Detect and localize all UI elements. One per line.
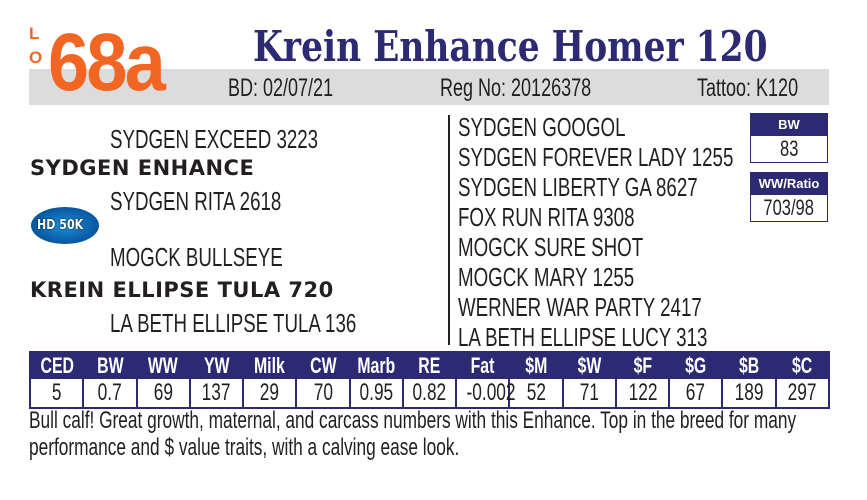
epd-value: 0.7	[97, 379, 122, 406]
epd-value: 29	[260, 379, 280, 406]
epd-value-marb: 0.95	[348, 379, 403, 408]
lot-letter: O	[29, 48, 43, 67]
epd-value: 297	[787, 379, 817, 406]
epd-value-dollar-f: 122	[614, 379, 670, 408]
epd-value-cw: 70	[295, 379, 350, 408]
epd-table: CED BW WW YW Milk CW Marb RE Fat $M $W $F $G $B $C 5 0.…	[29, 351, 830, 409]
ww-ratio-value: 703/98	[763, 195, 815, 220]
epd-header-re: RE	[402, 352, 457, 379]
epd-value-dollar-w: 71	[561, 379, 616, 408]
epd-header-label: RE	[418, 353, 441, 378]
epd-value: 137	[202, 379, 231, 406]
sire-sire: SYDGEN EXCEED 3223	[110, 124, 319, 154]
epd-header-label: $B	[738, 353, 760, 378]
epd-value-dollar-b: 189	[721, 379, 776, 408]
epd-header-label: CW	[309, 353, 337, 378]
epd-header-label: $C	[791, 353, 812, 378]
epd-header-dollar-b: $B	[722, 352, 776, 379]
epd-header-dollar-g: $G	[669, 352, 723, 379]
ancestor: SYDGEN FOREVER LADY 1255	[458, 142, 734, 172]
epd-value: 189	[734, 379, 764, 406]
epd-value-fat: -0.002	[455, 379, 516, 408]
epd-value: -0.002	[466, 379, 516, 406]
epd-header-label: CED	[40, 353, 74, 378]
epd-value: 122	[628, 379, 657, 406]
dam-dam: LA BETH ELLIPSE TULA 136	[110, 308, 357, 338]
hd50k-logo: HD 50K	[31, 207, 99, 244]
epd-header-dollar-c: $C	[775, 352, 829, 379]
epd-header-bw: BW	[83, 352, 137, 379]
epd-header-label: $G	[685, 353, 707, 378]
animal-name: Krein Enhance Homer 120	[253, 22, 768, 71]
epd-value: 71	[579, 379, 599, 406]
epd-header-dollar-f: $F	[615, 352, 670, 379]
epd-value: 0.95	[359, 379, 394, 406]
ancestor: WERNER WAR PARTY 2417	[458, 292, 702, 322]
ancestor: MOGCK SURE SHOT	[458, 232, 644, 262]
ancestor: MOGCK MARY 1255	[458, 262, 635, 292]
sire-dam: SYDGEN RITA 2618	[110, 186, 282, 216]
epd-header-ww: WW	[136, 352, 190, 379]
bw-box: BW 83	[750, 113, 828, 163]
epd-value-row: 5 0.7 69 137 29 70 0.95 0.82 -0.002 52 71 122 67 189 2…	[30, 379, 829, 408]
epd-value-dollar-m: 52	[508, 379, 563, 408]
epd-header-label: $M	[525, 353, 548, 378]
ancestor: SYDGEN GOOGOL	[458, 112, 626, 142]
epd-value-ww: 69	[135, 379, 190, 408]
bw-label: BW	[751, 114, 827, 136]
birth-date: BD: 02/07/21	[228, 74, 334, 102]
epd-header-dollar-m: $M	[509, 352, 563, 379]
epd-value: 67	[686, 379, 706, 406]
epd-header-label: YW	[203, 353, 230, 378]
epd-value-bw: 0.7	[82, 379, 137, 408]
epd-value-dollar-c: 297	[774, 379, 829, 408]
epd-header-cw: CW	[296, 352, 350, 379]
epd-value-ced: 5	[30, 379, 83, 408]
epd-header-label: Marb	[357, 353, 396, 378]
epd-header-yw: YW	[189, 352, 244, 379]
epd-header-label: $F	[633, 353, 652, 378]
epd-header-label: Milk	[254, 353, 286, 378]
epd-value: 52	[526, 379, 546, 406]
epd-value: 5	[51, 379, 62, 406]
epd-header-dollar-w: $W	[562, 352, 616, 379]
dam: KREIN ELLIPSE TULA 720	[30, 278, 334, 302]
ww-ratio-label: WW/Ratio	[751, 173, 827, 195]
epd-value: 0.82	[412, 379, 447, 406]
epd-header-ced: CED	[30, 352, 84, 379]
epd-header-milk: Milk	[243, 352, 297, 379]
sire: SYDGEN ENHANCE	[30, 156, 255, 180]
epd-header-row: CED BW WW YW Milk CW Marb RE Fat $M $W $F $G $B $C	[30, 352, 829, 379]
lot-number: 68a	[48, 17, 166, 108]
epd-value-re: 0.82	[401, 379, 457, 408]
ww-ratio-box: WW/Ratio 703/98	[750, 172, 828, 222]
dam-sire: MOGCK BULLSEYE	[110, 242, 283, 272]
epd-value-milk: 29	[242, 379, 297, 408]
ancestor: LA BETH ELLIPSE LUCY 313	[458, 322, 708, 352]
tattoo: Tattoo: K120	[697, 74, 799, 102]
lot-comment: Bull calf! Great growth, maternal, and c…	[29, 407, 797, 461]
epd-header-label: BW	[96, 353, 124, 378]
pedigree-divider	[448, 115, 450, 345]
epd-value: 69	[153, 379, 173, 406]
reg-no: Reg No: 20126378	[440, 74, 592, 102]
epd-header-label: Fat	[470, 353, 495, 378]
epd-value-dollar-g: 67	[668, 379, 723, 408]
epd-header-label: WW	[148, 353, 179, 378]
hd50k-logo-text: HD 50K	[37, 218, 84, 233]
epd-value: 70	[313, 379, 333, 406]
info-bar	[29, 69, 829, 105]
epd-header-fat: Fat	[456, 352, 510, 379]
ancestor: SYDGEN LIBERTY GA 8627	[458, 172, 698, 202]
epd-header-marb: Marb	[349, 352, 403, 379]
lot-letter: L	[29, 24, 40, 43]
epd-value-yw: 137	[188, 379, 244, 408]
ancestor: FOX RUN RITA 9308	[458, 202, 635, 232]
epd-header-label: $W	[577, 353, 602, 378]
bw-value: 83	[779, 136, 799, 161]
